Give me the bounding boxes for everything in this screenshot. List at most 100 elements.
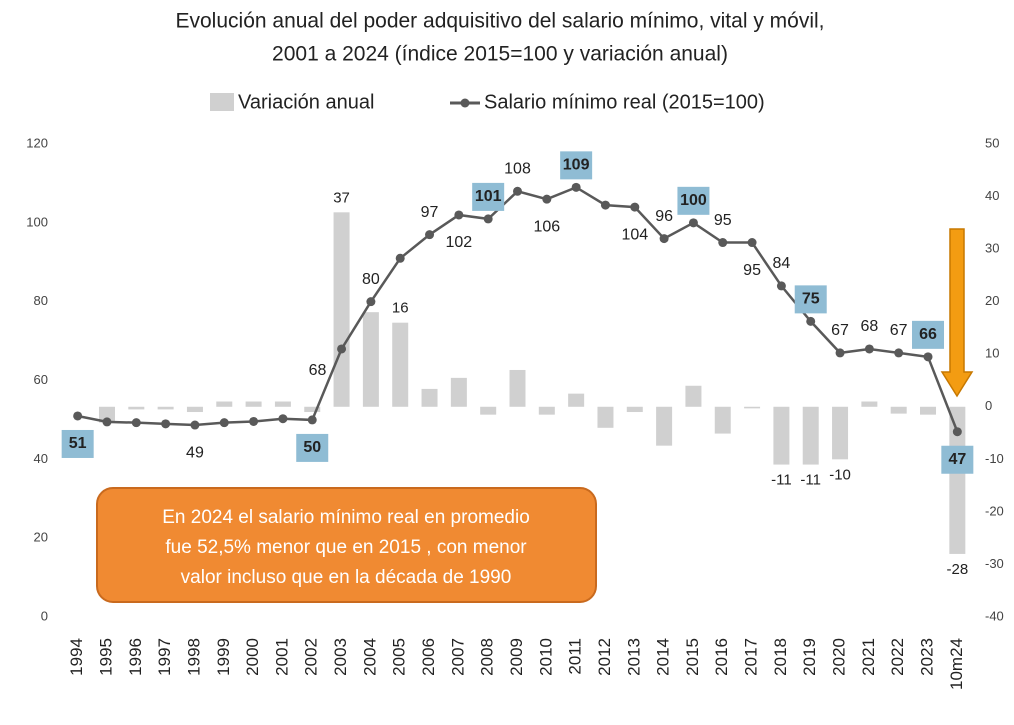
marker [659, 234, 669, 244]
x-tick-label: 2001 [272, 638, 291, 676]
line-value-label: 67 [831, 322, 849, 339]
marker [542, 194, 552, 204]
bar [832, 406, 849, 460]
legend-label: Variación anual [238, 91, 374, 113]
marker [864, 344, 874, 354]
x-tick-label: 2020 [830, 638, 849, 676]
y2-tick-label: -20 [985, 503, 1004, 518]
line-value-label: 84 [773, 255, 791, 272]
line-value-label: 96 [655, 208, 673, 225]
y-tick-label: 20 [34, 530, 48, 545]
x-tick-label: 2007 [448, 638, 467, 676]
x-tick-label: 10m24 [947, 638, 966, 690]
bar [509, 369, 526, 407]
bar [128, 406, 145, 410]
marker [73, 411, 83, 421]
y2-tick-label: -30 [985, 556, 1004, 571]
y2-tick-label: 30 [985, 241, 999, 256]
bar-value-label: -11 [800, 472, 821, 489]
y-tick-label: 0 [41, 608, 48, 623]
marker [806, 316, 816, 326]
y2-tick-label: 20 [985, 293, 999, 308]
line-value-label: 66 [919, 326, 937, 343]
bar [949, 406, 966, 554]
y2-tick-label: -10 [985, 451, 1004, 466]
x-tick-label: 1999 [214, 638, 233, 676]
y-tick-label: 100 [26, 214, 48, 229]
bar [626, 406, 643, 413]
bar [333, 212, 350, 407]
bar [304, 406, 321, 413]
marker [513, 186, 522, 196]
highlight-box [472, 182, 505, 211]
y-tick-label: 60 [34, 372, 48, 387]
line-value-label: 67 [890, 322, 908, 339]
marker [307, 415, 317, 425]
x-tick-label: 2006 [419, 638, 438, 676]
marker [483, 214, 493, 224]
line-value-label: 68 [860, 318, 878, 335]
line-value-label: 95 [714, 212, 732, 229]
y2-tick-label: 50 [985, 135, 999, 150]
highlight-box [794, 285, 827, 314]
marker [395, 253, 405, 263]
x-tick-label: 2005 [390, 638, 409, 676]
legend-swatch [210, 93, 234, 111]
line-value-label: 95 [743, 262, 761, 279]
marker [219, 418, 229, 428]
marker [366, 297, 376, 307]
bar [656, 406, 673, 446]
line-value-label: 51 [69, 435, 87, 452]
x-tick-label: 2000 [243, 638, 262, 676]
y2-tick-label: 0 [985, 398, 992, 413]
marker [161, 419, 171, 429]
x-tick-label: 2014 [654, 638, 673, 676]
x-tick-label: 2002 [302, 638, 321, 676]
line-value-label: 97 [421, 204, 439, 221]
marker [131, 418, 141, 428]
bar [216, 401, 233, 407]
x-tick-label: 2018 [771, 638, 790, 676]
marker [747, 238, 757, 248]
bar [890, 406, 907, 414]
bar [920, 406, 937, 415]
y-tick-label: 40 [34, 451, 48, 466]
x-tick-label: 2004 [360, 638, 379, 676]
bar [421, 388, 438, 407]
x-tick-label: 1997 [155, 638, 174, 676]
line-value-label: 75 [802, 291, 820, 308]
x-tick-label: 1998 [184, 638, 203, 676]
bar [685, 385, 702, 407]
annotation-text: valor incluso que en la década de 1990 [181, 567, 512, 588]
highlight-box [941, 445, 974, 474]
y-tick-label: 80 [34, 293, 48, 308]
x-tick-label: 2009 [507, 638, 526, 676]
line-value-label: 108 [504, 161, 531, 178]
highlight-box [912, 320, 945, 349]
chart-title: Evolución anual del poder adquisitivo de… [176, 10, 825, 33]
line-value-label: 50 [303, 439, 321, 456]
marker [190, 420, 200, 430]
marker [776, 281, 786, 291]
line-value-label: 109 [563, 157, 590, 174]
annotation-box [96, 487, 597, 603]
bar [861, 401, 878, 407]
x-tick-label: 2012 [595, 638, 614, 676]
x-tick-label: 2022 [888, 638, 907, 676]
marker [894, 348, 904, 358]
x-tick-label: 1995 [96, 638, 115, 676]
x-tick-label: 2021 [859, 638, 878, 676]
marker [718, 238, 728, 248]
y2-tick-label: 10 [985, 346, 999, 361]
marker [337, 344, 347, 354]
line-value-label: 102 [446, 234, 473, 251]
marker [425, 230, 435, 240]
bar [274, 401, 291, 407]
line-value-label: 106 [533, 218, 560, 235]
x-tick-label: 2010 [536, 638, 555, 676]
legend-label: Salario mínimo real (2015=100) [484, 91, 765, 113]
highlight-box [61, 429, 94, 458]
y2-tick-label: -40 [985, 608, 1004, 623]
marker [600, 200, 610, 210]
y-tick-label: 120 [26, 135, 48, 150]
